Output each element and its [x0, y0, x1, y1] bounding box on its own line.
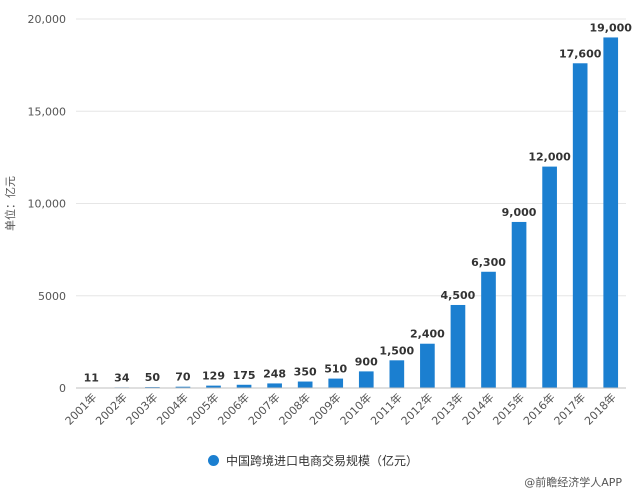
data-label: 510: [324, 363, 347, 376]
x-tick-label: 2009年: [306, 390, 343, 427]
data-label: 17,600: [559, 47, 602, 60]
y-tick-label: 5000: [38, 290, 66, 303]
x-tick-label: 2016年: [520, 390, 557, 427]
y-tick-label: 10,000: [28, 198, 67, 211]
x-tick-label: 2015年: [490, 390, 527, 427]
data-label: 900: [355, 355, 378, 368]
data-label: 34: [114, 371, 130, 384]
bar: [542, 166, 557, 388]
bar: [206, 385, 221, 388]
data-label: 129: [202, 370, 225, 383]
x-axis-ticks: 2001年2002年2003年2004年2005年2006年2007年2008年…: [62, 390, 619, 427]
data-label: 9,000: [502, 206, 537, 219]
data-label: 175: [233, 369, 256, 382]
data-label: 6,300: [471, 256, 506, 269]
source-credit: @前瞻经济学人APP: [524, 476, 622, 489]
bar: [328, 378, 344, 388]
x-tick-label: 2003年: [123, 390, 160, 427]
bar: [389, 360, 405, 388]
bar: [603, 37, 619, 388]
x-tick-label: 2011年: [367, 390, 404, 427]
bar: [481, 271, 496, 388]
y-axis-ticks: 0 5000 10,000 15,000 20,000: [28, 13, 67, 395]
x-tick-label: 2010年: [337, 390, 374, 427]
data-label: 19,000: [589, 21, 632, 34]
data-label: 350: [294, 366, 317, 379]
x-tick-label: 2017年: [551, 390, 588, 427]
data-label: 4,500: [441, 289, 476, 302]
x-tick-label: 2005年: [184, 390, 221, 427]
data-label: 1,500: [379, 344, 414, 357]
bar: [267, 383, 282, 388]
y-tick-label: 15,000: [28, 105, 67, 118]
data-label: 70: [175, 371, 191, 384]
legend-swatch: [208, 455, 219, 466]
bar: [450, 304, 466, 388]
legend-label: 中国跨境进口电商交易规模（亿元）: [226, 454, 419, 468]
x-tick-label: 2004年: [154, 390, 191, 427]
x-tick-label: 2006年: [215, 390, 252, 427]
y-axis-title: 单位：亿元: [3, 176, 17, 231]
x-tick-label: 2014年: [459, 390, 496, 427]
data-label: 2,400: [410, 328, 445, 341]
gridlines: [76, 18, 626, 297]
x-tick-label: 2001年: [62, 390, 99, 427]
x-tick-label: 2013年: [429, 390, 466, 427]
x-tick-label: 2008年: [276, 390, 313, 427]
data-label: 50: [145, 371, 161, 384]
x-tick-label: 2007年: [245, 390, 282, 427]
y-tick-label: 0: [59, 382, 66, 395]
bar: [420, 343, 435, 388]
bar: [511, 221, 527, 388]
y-tick-label: 20,000: [28, 13, 67, 26]
data-label: 248: [263, 367, 286, 380]
x-tick-label: 2018年: [581, 390, 618, 427]
data-label: 12,000: [528, 151, 571, 164]
bars: [83, 37, 619, 388]
bar: [297, 381, 313, 388]
bar: [572, 63, 588, 388]
legend: 中国跨境进口电商交易规模（亿元）: [208, 452, 418, 469]
data-label: 11: [84, 372, 99, 385]
x-tick-label: 2012年: [398, 390, 435, 427]
bar: [358, 371, 374, 388]
bar: [175, 386, 191, 388]
bar: [236, 384, 252, 388]
x-tick-label: 2002年: [92, 390, 129, 427]
